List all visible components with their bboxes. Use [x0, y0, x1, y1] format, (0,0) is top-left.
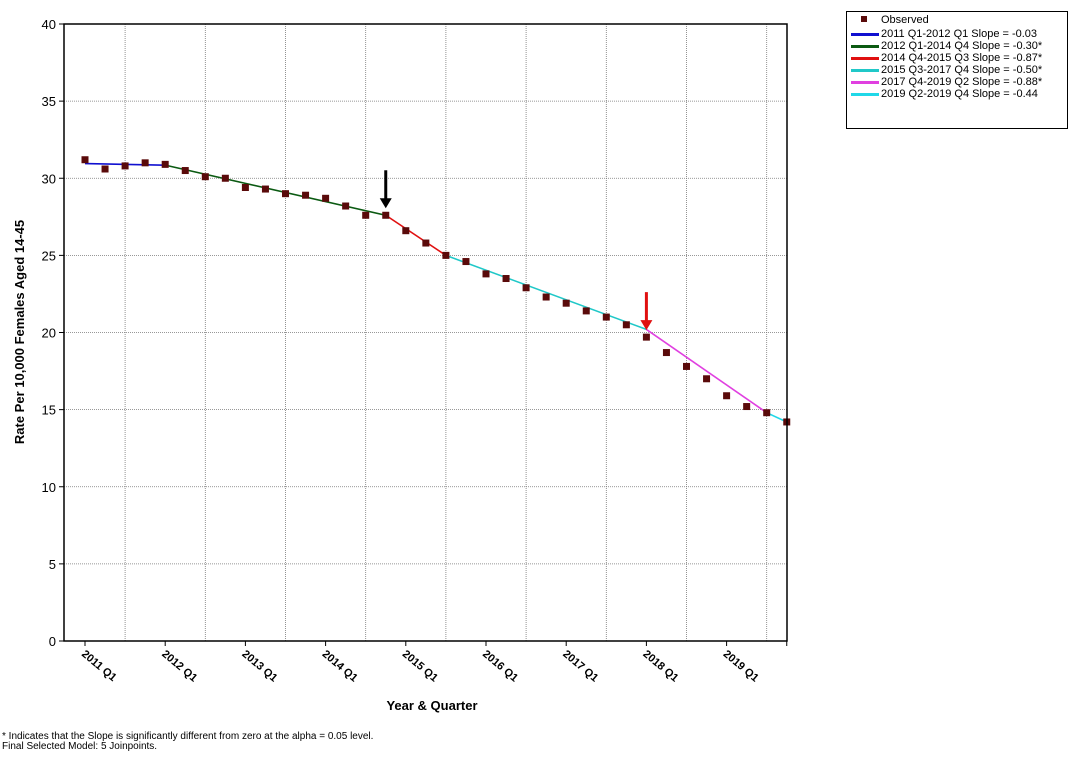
trend-segment [445, 254, 647, 331]
legend-item-observed: Observed [847, 13, 929, 27]
x-axis-ticks: 2011 Q1 2012 Q1 2013 Q1 2014 Q1 2015 Q1 2016 … [79, 641, 788, 684]
trend-segment [645, 328, 768, 414]
observed-point [723, 392, 731, 400]
observed-point [743, 403, 751, 411]
observed-point [382, 211, 390, 219]
observed-point [81, 156, 89, 164]
observed-point [642, 333, 650, 341]
legend-label: 2019 Q2-2019 Q4 Slope = -0.44 [881, 88, 1038, 100]
y-axis-ticks: 0 5 10 15 20 25 30 35 40 [42, 17, 64, 649]
x-tick-label: 2011 Q1 [79, 648, 119, 684]
y-tick-label: 5 [49, 557, 56, 572]
observed-point [482, 270, 490, 278]
observed-point [241, 184, 249, 192]
observed-point [763, 409, 771, 417]
legend-key [849, 39, 879, 53]
observed-point [703, 375, 711, 383]
observed-point [582, 307, 590, 315]
observed-point [161, 160, 169, 168]
observed-point [402, 227, 410, 235]
observed-point [462, 258, 470, 266]
y-tick-label: 30 [42, 171, 56, 186]
legend-item-segment: 2017 Q4-2019 Q2 Slope = -0.88* [847, 75, 1042, 89]
observed-point [322, 194, 330, 202]
x-tick-label: 2015 Q1 [400, 648, 440, 684]
footnote-model: Final Selected Model: 5 Joinpoints. [2, 741, 158, 752]
y-tick-label: 0 [49, 634, 56, 649]
legend-key [849, 75, 879, 89]
arrow-head [379, 198, 392, 209]
legend-key [849, 87, 879, 101]
observed-point [442, 251, 450, 259]
legend-key [849, 13, 879, 27]
x-tick-label: 2017 Q1 [560, 648, 600, 684]
observed-point [141, 159, 149, 167]
observed-points [81, 156, 791, 426]
legend-label: 2014 Q4-2015 Q3 Slope = -0.87* [881, 52, 1043, 64]
legend-item-segment: 2015 Q3-2017 Q4 Slope = -0.50* [847, 63, 1042, 77]
observed-point [261, 185, 269, 193]
observed-point [342, 202, 350, 210]
observed-point [282, 190, 289, 198]
y-tick-label: 15 [42, 403, 56, 418]
observed-point [602, 313, 610, 321]
legend-label: 2015 Q3-2017 Q4 Slope = -0.50* [881, 64, 1043, 76]
legend-item-segment: 2019 Q2-2019 Q4 Slope = -0.44 [847, 87, 1038, 101]
y-tick-label: 25 [42, 248, 56, 263]
legend-key [849, 63, 879, 77]
legend-key [849, 51, 879, 65]
legend-label: Observed [881, 14, 929, 26]
observed-point [221, 174, 229, 182]
legend-key [849, 27, 879, 41]
observed-point [121, 162, 129, 170]
observed-point [522, 284, 530, 292]
x-tick-label: 2013 Q1 [239, 648, 279, 684]
x-tick-label: 2012 Q1 [159, 648, 199, 684]
observed-point [622, 321, 630, 329]
trend-segment [385, 214, 447, 257]
legend-label: 2011 Q1-2012 Q1 Slope = -0.03 [881, 28, 1038, 40]
observed-point [101, 165, 109, 173]
legend-item-segment: 2014 Q4-2015 Q3 Slope = -0.87* [847, 51, 1042, 65]
y-tick-label: 10 [42, 480, 56, 495]
x-tick-label: 2016 Q1 [480, 648, 520, 684]
observed-point [542, 293, 550, 301]
x-tick-label: 2019 Q1 [721, 648, 761, 684]
observed-point [562, 299, 570, 307]
observed-point [662, 349, 670, 357]
observed-point [181, 167, 189, 175]
y-tick-label: 35 [42, 94, 56, 109]
legend-label: 2017 Q4-2019 Q2 Slope = -0.88* [881, 76, 1043, 88]
y-tick-label: 20 [42, 326, 56, 341]
footnote-significance: * Indicates that the Slope is significan… [2, 731, 374, 742]
observed-point [502, 275, 510, 283]
y-tick-label: 40 [42, 17, 56, 32]
observed-point [362, 211, 370, 219]
legend-label: 2012 Q1-2014 Q4 Slope = -0.30* [881, 40, 1043, 52]
x-axis-title: Year & Quarter [386, 698, 477, 713]
observed-point [302, 191, 310, 199]
x-tick-label: 2014 Q1 [320, 648, 360, 684]
legend-item-segment: 2011 Q1-2012 Q1 Slope = -0.03 [847, 27, 1037, 41]
y-axis-title: Rate Per 10,000 Females Aged 14-45 [12, 220, 27, 444]
observed-point [201, 173, 209, 181]
observed-point [422, 239, 430, 247]
observed-point [683, 362, 690, 370]
plot-frame [63, 23, 788, 642]
joinpoint-arrows [379, 170, 653, 331]
legend-item-segment: 2012 Q1-2014 Q4 Slope = -0.30* [847, 39, 1042, 53]
x-tick-label: 2018 Q1 [640, 648, 680, 684]
arrow-head [640, 320, 653, 331]
legend: Observed 2011 Q1-2012 Q1 Slope = -0.03 201… [846, 11, 1068, 129]
gridlines [64, 24, 787, 641]
